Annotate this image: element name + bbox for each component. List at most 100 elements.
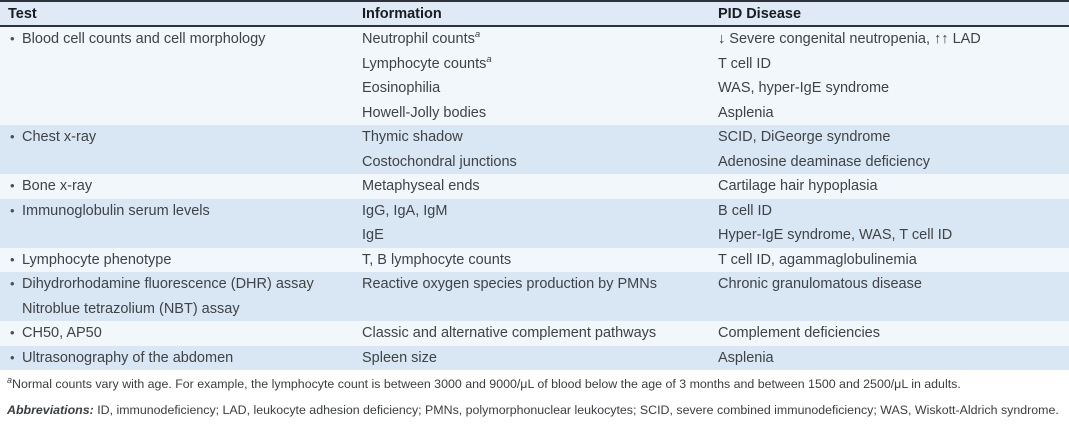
test-cell: • Ultrasonography of the abdomen [0,346,362,371]
test-item-label: Lymphocyte phenotype [22,251,172,268]
information-item: Spleen size [362,346,718,371]
test-item: • CH50, AP50 [0,321,362,346]
test-item-label: Ultrasonography of the abdomen [22,349,234,366]
table-body: • Blood cell counts and cell morphology Ne… [0,27,1069,370]
information-item-label: Lymphocyte counts [362,55,487,72]
test-cell: • Dihydrorhodamine fluorescence (DHR) ass… [0,272,362,321]
information-cell: Metaphyseal ends [362,174,718,199]
information-item: Thymic shadow [362,125,718,150]
test-item: Nitroblue tetrazolium (NBT) assay [0,297,362,322]
footnote-a-text: Normal counts vary with age. For example… [12,377,961,391]
information-item-label: Classic and alternative complement pathw… [362,325,657,341]
test-item: • Dihydrorhodamine fluorescence (DHR) ass… [0,272,362,297]
pid-disease-cell: ↓ Severe congenital neutropenia, ↑↑ LAD T… [718,27,1069,125]
abbreviations-label: Abbreviations: [7,403,94,417]
footnote-a: aNormal counts vary with age. For exampl… [7,374,1062,392]
column-header-pid-disease: PID Disease [718,5,802,22]
footnote-reference: a [474,29,481,41]
table-row: • Dihydrorhodamine fluorescence (DHR) ass… [0,272,1069,321]
test-cell: • Lymphocyte phenotype [0,248,362,273]
pid-disease-cell: Asplenia [718,346,1069,371]
test-cell: • Chest x-ray [0,125,362,174]
test-item-label: CH50, AP50 [22,325,102,341]
table-row: • Immunoglobulin serum levels IgG, IgA, Ig… [0,198,1069,248]
table-row: • Blood cell counts and cell morphology Ne… [0,27,1069,125]
table-header-row: Test Information PID Disease [0,2,1069,27]
test-item: • Blood cell counts and cell morphology [0,27,362,52]
information-item: IgE [362,223,718,248]
test-cell: • CH50, AP50 [0,321,362,346]
abbreviations-text: ID, immunodeficiency; LAD, leukocyte adh… [97,403,1059,417]
pid-disease-item: ↓ Severe congenital neutropenia, ↑↑ LAD [718,31,981,47]
pid-disease-item: T cell ID, agammaglobulinemia [718,251,917,268]
table-row: • CH50, AP50 Classic and alternative compl… [0,321,1069,346]
information-item: Reactive oxygen species production by PM… [362,272,718,297]
test-item-label: Chest x-ray [22,129,97,145]
information-item: Howell-Jolly bodies [362,101,718,126]
pid-disease-item: Complement deficiencies [718,325,880,341]
information-cell: Spleen size [362,346,718,371]
information-item: Costochondral junctions [362,150,718,175]
table-row: • Bone x-ray Metaphyseal ends Cartilage hai… [0,174,1069,199]
information-cell: Reactive oxygen species production by PM… [362,272,718,321]
test-item: • Lymphocyte phenotype [0,248,362,273]
table-row: • Chest x-ray Thymic shadow Costochondral j… [0,125,1069,174]
information-item-label: Reactive oxygen species production by PM… [362,276,657,292]
test-item-label: Nitroblue tetrazolium (NBT) assay [22,300,240,317]
table-top-rule [0,0,1069,2]
abbreviations: Abbreviations: ID, immunodeficiency; LAD… [7,402,1062,419]
footnote-reference: a [486,53,492,65]
information-cell: T, B lymphocyte counts [362,248,718,273]
information-item-label: IgE [362,227,384,243]
information-item: IgG, IgA, IgM [362,199,718,224]
pid-disease-cell: T cell ID, agammaglobulinemia [718,248,1069,273]
pid-disease-item: Cartilage hair hypoplasia [718,178,878,194]
test-item-label: Immunoglobulin serum levels [22,202,210,219]
information-item-label: Howell-Jolly bodies [362,104,487,121]
pid-disease-cell: Cartilage hair hypoplasia [718,174,1069,199]
pid-disease-cell: SCID, DiGeorge syndrome Adenosine deamina… [718,125,1069,174]
pid-disease-cell: B cell ID Hyper-IgE syndrome, WAS, T cell… [718,199,1069,248]
pid-disease-item: Asplenia [718,349,774,366]
bullet-icon: • [10,129,15,144]
information-cell: IgG, IgA, IgM IgE [362,199,718,248]
test-cell: • Blood cell counts and cell morphology [0,27,362,125]
information-cell: Thymic shadow Costochondral junctions [362,125,718,174]
test-item: • Bone x-ray [0,174,362,199]
test-item-label: Dihydrorhodamine fluorescence (DHR) assa… [22,276,314,292]
information-item-label: Costochondral junctions [362,153,517,170]
information-item-label: T, B lymphocyte counts [362,251,512,268]
information-item-label: Neutrophil counts [362,31,475,47]
information-item-label: Eosinophilia [362,80,441,96]
information-item-label: Thymic shadow [362,129,463,145]
bullet-icon: • [10,178,15,193]
pid-disease-cell: Chronic granulomatous disease [718,272,1069,321]
information-cell: Classic and alternative complement pathw… [362,321,718,346]
column-header-test: Test [8,5,37,22]
footnote-a-marker: a [7,374,13,385]
column-header-information: Information [362,5,442,22]
table-row: • Ultrasonography of the abdomen Spleen si… [0,345,1069,371]
footnotes: aNormal counts vary with age. For exampl… [0,370,1069,419]
test-item: • Ultrasonography of the abdomen [0,346,362,371]
information-item: Classic and alternative complement pathw… [362,321,718,346]
bullet-icon: • [10,251,15,267]
bullet-icon: • [10,276,15,291]
pid-disease-item: WAS, hyper-IgE syndrome [718,80,890,96]
test-item-label: Blood cell counts and cell morphology [22,31,266,47]
pid-disease-item: B cell ID [718,202,772,219]
bullet-icon: • [10,349,15,365]
information-cell: Neutrophil countsa Lymphocyte countsa Eosi… [362,27,718,125]
pid-disease-item: Hyper-IgE syndrome, WAS, T cell ID [718,227,953,243]
pid-disease-item: SCID, DiGeorge syndrome [718,129,891,145]
pid-disease-item: Adenosine deaminase deficiency [718,153,930,170]
bullet-icon: • [10,325,15,340]
bullet-icon: • [10,202,15,218]
test-item: • Chest x-ray [0,125,362,150]
test-cell: • Bone x-ray [0,174,362,199]
test-cell: • Immunoglobulin serum levels [0,199,362,248]
information-item: Eosinophilia [362,76,718,101]
pid-disease-item: Asplenia [718,104,774,121]
table-row: • Lymphocyte phenotype T, B lymphocyte cou… [0,247,1069,273]
